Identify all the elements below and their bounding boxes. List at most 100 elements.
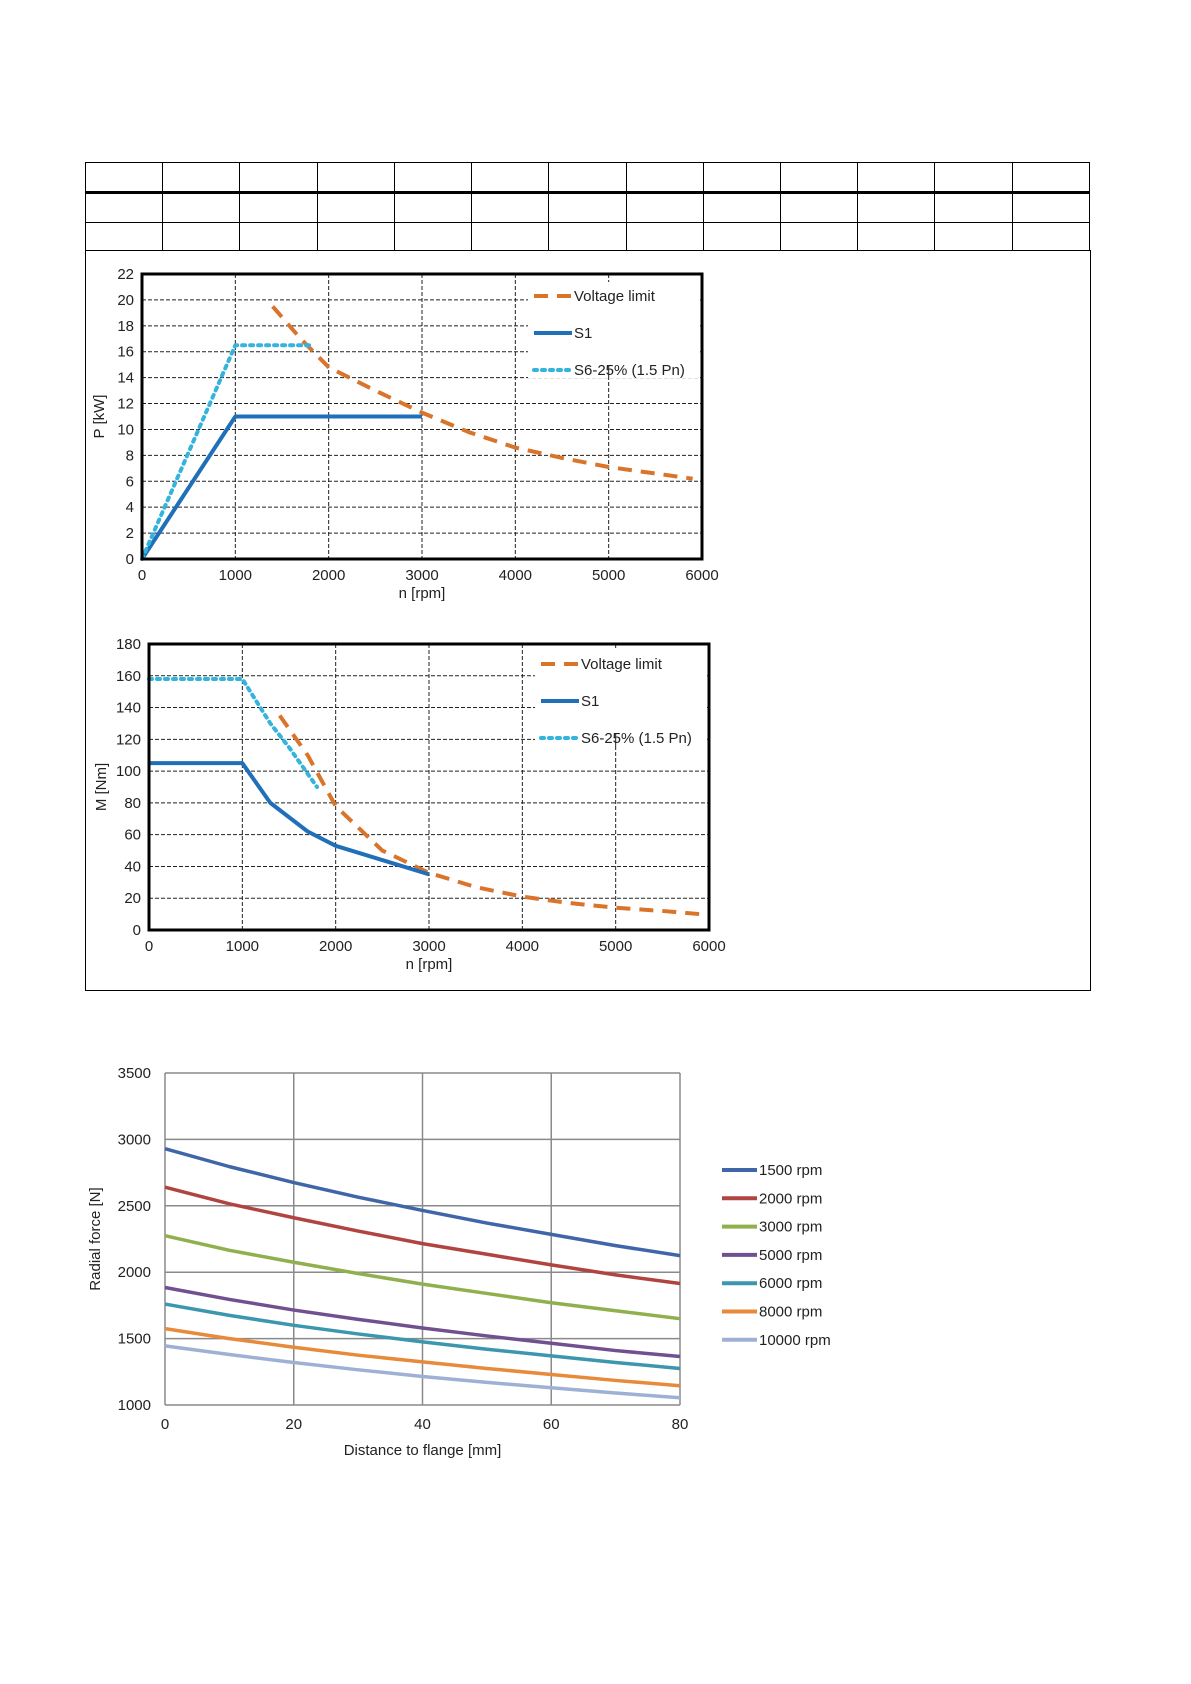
legend-label: 10000 rpm	[759, 1332, 831, 1349]
header-table-cell	[162, 222, 241, 252]
y-tick-label: 22	[117, 266, 134, 283]
header-table-cell	[84, 192, 164, 223]
series-line	[164, 1302, 681, 1371]
y-tick-label: 180	[116, 636, 141, 653]
legend-label: 1500 rpm	[759, 1162, 822, 1179]
y-tick-label: 140	[116, 700, 141, 717]
header-table-cell	[239, 162, 318, 194]
series-line	[147, 676, 319, 789]
x-tick-label: 20	[285, 1416, 302, 1433]
y-tick-label: 0	[133, 922, 141, 939]
y-tick-label: 6	[126, 473, 134, 490]
legend-label: S6-25% (1.5 Pn)	[574, 362, 685, 379]
x-tick-label: 3000	[412, 938, 445, 955]
header-table-cell	[857, 162, 936, 194]
series-line	[164, 1285, 681, 1359]
y-axis-title: Radial force [N]	[87, 1187, 104, 1290]
x-tick-label: 2000	[319, 938, 352, 955]
x-axis-title: n [rpm]	[399, 585, 446, 602]
y-tick-label: 120	[116, 731, 141, 748]
y-tick-label: 20	[124, 890, 141, 907]
legend-label: Voltage limit	[581, 656, 663, 673]
y-tick-label: 8	[126, 447, 134, 464]
header-table-cell	[471, 192, 550, 223]
legend-label: S6-25% (1.5 Pn)	[581, 730, 692, 747]
x-tick-label: 1000	[226, 938, 259, 955]
x-axis-title: Distance to flange [mm]	[344, 1442, 502, 1459]
x-tick-label: 0	[161, 1416, 169, 1433]
y-tick-label: 0	[126, 551, 134, 568]
legend-label: 5000 rpm	[759, 1247, 822, 1264]
series-line	[164, 1344, 681, 1400]
y-tick-label: 16	[117, 344, 134, 361]
y-tick-label: 40	[124, 858, 141, 875]
header-table-cell	[1011, 162, 1091, 194]
y-tick-label: 4	[126, 499, 134, 516]
series-line	[164, 1185, 681, 1286]
legend-label: 6000 rpm	[759, 1275, 822, 1292]
header-table-cell	[702, 162, 781, 194]
y-tick-label: 60	[124, 827, 141, 844]
legend-label: 3000 rpm	[759, 1219, 822, 1236]
x-tick-label: 80	[672, 1416, 689, 1433]
y-tick-label: 160	[116, 668, 141, 685]
header-table-cell	[1011, 192, 1091, 223]
y-tick-label: 3500	[118, 1065, 151, 1082]
y-tick-label: 18	[117, 318, 134, 335]
header-table-cell	[471, 222, 550, 252]
x-tick-label: 4000	[499, 567, 532, 584]
y-tick-label: 3000	[118, 1131, 151, 1148]
series-line	[271, 305, 693, 481]
x-tick-label: 6000	[685, 567, 718, 584]
x-tick-label: 40	[414, 1416, 431, 1433]
y-tick-label: 2500	[118, 1198, 151, 1215]
y-axis-title: M [Nm]	[93, 763, 110, 811]
y-axis-title: P [kW]	[91, 395, 108, 439]
header-table-cell	[548, 162, 627, 194]
y-tick-label: 100	[116, 763, 141, 780]
y-tick-label: 1500	[118, 1331, 151, 1348]
x-tick-label: 4000	[506, 938, 539, 955]
y-tick-label: 1000	[118, 1397, 151, 1414]
header-table-row	[84, 162, 1091, 194]
header-table-cell	[779, 162, 859, 194]
header-table-cell	[393, 162, 473, 194]
header-table-cell	[84, 162, 164, 194]
header-table-cell	[316, 162, 395, 194]
y-tick-label: 2	[126, 525, 134, 542]
header-table-cell	[471, 162, 550, 194]
legend-background	[535, 650, 706, 746]
header-table-cell	[162, 162, 241, 194]
x-tick-label: 60	[543, 1416, 560, 1433]
legend-background	[528, 282, 699, 378]
header-table-cell	[934, 162, 1013, 194]
series-line	[164, 1147, 681, 1258]
x-tick-label: 5000	[599, 938, 632, 955]
series-line	[149, 761, 430, 877]
legend-label: Voltage limit	[574, 288, 656, 305]
header-table-row	[84, 222, 1091, 252]
legend-label: S1	[574, 325, 592, 342]
series-line	[140, 343, 312, 561]
header-table-cell	[239, 192, 318, 223]
y-tick-label: 10	[117, 421, 134, 438]
series-line	[140, 414, 422, 561]
x-tick-label: 0	[138, 567, 146, 584]
y-tick-label: 20	[117, 292, 134, 309]
x-tick-label: 5000	[592, 567, 625, 584]
x-tick-label: 2000	[312, 567, 345, 584]
series-line	[164, 1233, 681, 1321]
x-tick-label: 1000	[219, 567, 252, 584]
header-table-cell	[625, 162, 704, 194]
plot-frame	[140, 272, 704, 561]
header-table-cell	[857, 222, 936, 252]
x-tick-label: 0	[145, 938, 153, 955]
y-tick-label: 14	[117, 370, 134, 387]
x-axis-title: n [rpm]	[406, 956, 453, 973]
x-tick-label: 3000	[405, 567, 438, 584]
legend-label: 2000 rpm	[759, 1190, 822, 1207]
y-tick-label: 80	[124, 795, 141, 812]
legend-label: 8000 rpm	[759, 1304, 822, 1321]
